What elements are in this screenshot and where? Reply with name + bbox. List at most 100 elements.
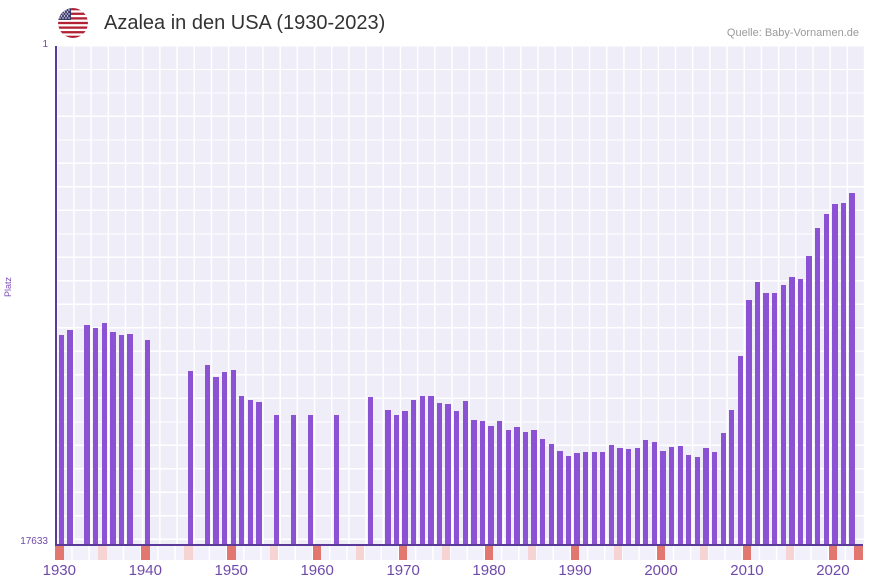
y-axis-title: Platz	[3, 277, 13, 298]
bar	[118, 335, 125, 544]
bar	[703, 448, 709, 544]
bar	[256, 402, 262, 544]
bar	[557, 451, 563, 544]
bar	[187, 370, 193, 544]
bar	[608, 445, 615, 544]
bar	[290, 415, 297, 544]
page-title: Azalea in den USA (1930-2023)	[104, 12, 386, 34]
bar	[84, 325, 90, 544]
x-tick-major	[226, 546, 236, 560]
bar	[660, 451, 666, 544]
bar	[548, 443, 554, 544]
bar	[600, 452, 606, 544]
bar	[780, 285, 786, 544]
bar	[849, 192, 855, 544]
bar	[737, 355, 744, 544]
bar	[505, 429, 511, 544]
bar	[514, 426, 520, 544]
bar	[522, 431, 529, 544]
bar	[58, 335, 64, 544]
x-tick-major	[398, 546, 408, 560]
x-tick-minor	[441, 546, 451, 560]
x-tick-minor	[355, 546, 365, 560]
x-axis-tick-label: 2010	[730, 562, 764, 579]
x-tick-minor	[699, 546, 709, 560]
x-tick-major	[742, 546, 752, 560]
bar	[333, 415, 340, 544]
bar	[806, 255, 812, 544]
x-tick-minor	[97, 546, 107, 560]
chart-header: Azalea in den USA (1930-2023) Quelle: Ba…	[0, 0, 873, 46]
bar	[445, 404, 451, 544]
bar	[385, 409, 391, 544]
bar	[230, 370, 236, 544]
bar	[651, 441, 658, 544]
bar	[772, 292, 778, 544]
bar	[221, 372, 228, 544]
bar	[539, 439, 546, 544]
x-tick-major	[312, 546, 322, 560]
x-tick-major	[656, 546, 666, 560]
x-tick-major	[484, 546, 494, 560]
x-axis-tick-label: 1970	[386, 562, 420, 579]
bar	[677, 445, 683, 544]
bar	[488, 425, 494, 544]
bar	[797, 279, 804, 544]
bar	[763, 292, 769, 544]
x-tick-minor	[785, 546, 795, 560]
bar	[617, 447, 623, 544]
bar	[419, 395, 425, 544]
bar	[574, 453, 580, 544]
bar	[307, 415, 314, 544]
bar	[411, 400, 417, 544]
bar	[93, 327, 99, 544]
bar	[436, 402, 443, 544]
x-axis-tick-label: 2000	[644, 562, 678, 579]
x-axis-tick-label: 2020	[816, 562, 850, 579]
x-tick-minor	[613, 546, 623, 560]
bar	[823, 213, 829, 544]
bar	[239, 396, 245, 544]
bar	[789, 277, 795, 544]
source-attribution: Quelle: Baby-Vornamen.de	[726, 27, 859, 39]
bar	[247, 399, 254, 544]
bar	[213, 377, 219, 544]
x-axis-tick-label: 1980	[472, 562, 506, 579]
bar	[746, 300, 752, 544]
bar	[729, 409, 735, 544]
bar	[393, 414, 400, 544]
y-axis-top-tick-label: 1	[42, 39, 48, 50]
bar	[840, 203, 847, 544]
bar	[754, 281, 761, 544]
bar	[144, 340, 150, 544]
x-tick-minor	[527, 546, 537, 560]
plot-area	[55, 46, 865, 544]
bar	[110, 331, 116, 544]
bar	[497, 421, 503, 544]
x-tick-end	[854, 546, 863, 560]
bar	[832, 204, 838, 544]
x-axis-tick-label: 1930	[42, 562, 76, 579]
bar	[634, 448, 640, 544]
x-tick-major	[55, 546, 64, 560]
x-axis-tick-label: 1960	[300, 562, 334, 579]
bar	[101, 322, 107, 544]
bar	[127, 333, 133, 544]
bar	[462, 400, 468, 544]
bar	[471, 419, 477, 544]
x-tick-major	[828, 546, 838, 560]
bar	[428, 395, 434, 544]
y-axis-bottom-tick-label: 17633	[20, 536, 48, 547]
bar	[67, 330, 73, 544]
bar	[711, 452, 718, 544]
bar	[625, 448, 632, 544]
bar	[479, 421, 486, 544]
x-tick-major	[140, 546, 150, 560]
bar-series	[57, 46, 865, 544]
bar	[815, 228, 821, 544]
bar	[368, 396, 374, 544]
bar	[643, 439, 649, 544]
x-axis-tick-label: 1990	[558, 562, 592, 579]
bar	[565, 456, 572, 544]
bar	[204, 365, 211, 544]
